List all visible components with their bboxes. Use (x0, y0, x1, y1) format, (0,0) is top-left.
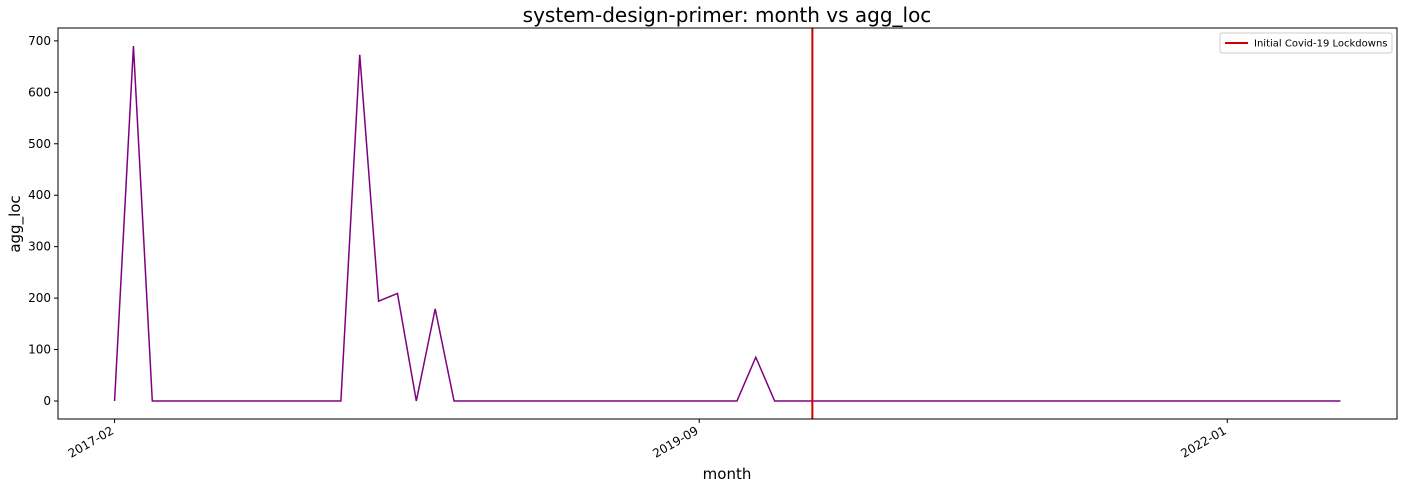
y-axis-label: agg_loc (6, 195, 25, 252)
data-line (113, 45, 1341, 402)
y-tick-label: 400 (28, 188, 51, 202)
y-tick-label: 200 (28, 291, 51, 305)
y-tick-label: 500 (28, 137, 51, 151)
plot-frame (57, 27, 1398, 420)
y-tick-label: 600 (28, 85, 51, 99)
y-tick-label: 0 (43, 394, 51, 408)
x-axis-label: month (703, 465, 752, 483)
y-tick-label: 100 (28, 343, 51, 357)
legend-label: Initial Covid-19 Lockdowns (1254, 39, 1388, 50)
y-tick-label: 700 (28, 34, 51, 48)
chart-title: system-design-primer: month vs agg_loc (523, 3, 932, 27)
y-tick-label: 300 (28, 240, 51, 254)
legend-box (1219, 32, 1393, 54)
